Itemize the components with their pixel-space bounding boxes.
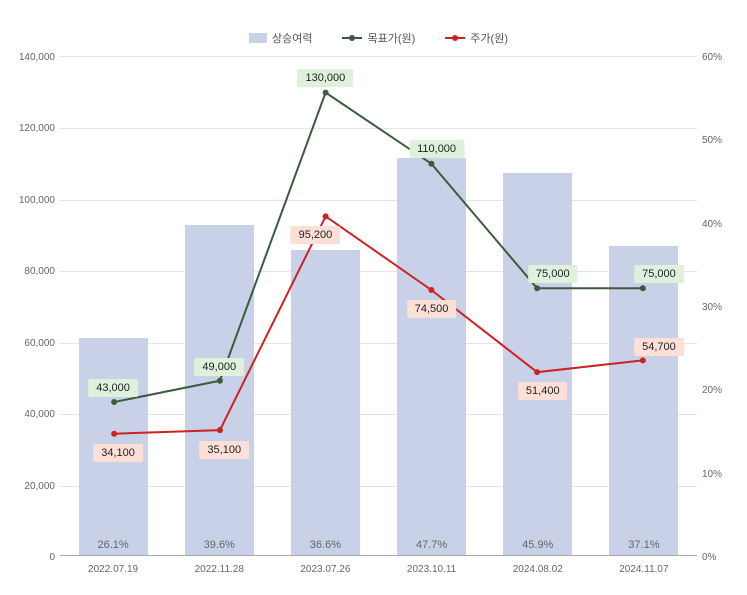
y-left-tick: 20,000 [10, 481, 55, 492]
legend-item-line2: 주가(원) [445, 30, 508, 46]
legend-line2-swatch [445, 37, 465, 39]
bar-pct-label: 45.9% [522, 539, 553, 551]
grid-line [60, 486, 697, 487]
y-left-tick: 0 [10, 552, 55, 563]
y-left-tick: 40,000 [10, 409, 55, 420]
bar [503, 173, 572, 556]
bar-pct-label: 39.6% [204, 539, 235, 551]
bar [291, 250, 360, 555]
y-right-tick: 60% [702, 52, 742, 63]
price-label: 35,100 [199, 441, 249, 459]
grid-line [60, 414, 697, 415]
x-tick-label: 2024.11.07 [619, 564, 668, 575]
target-label: 43,000 [88, 379, 138, 397]
price-label: 95,200 [291, 226, 341, 244]
target-label: 75,000 [528, 265, 578, 283]
y-left-tick: 80,000 [10, 266, 55, 277]
bar [397, 158, 466, 556]
y-left-tick: 120,000 [10, 123, 55, 134]
legend-line1-label: 목표가(원) [367, 30, 415, 46]
price-line-point [323, 213, 329, 219]
legend: 상승여력 목표가(원) 주가(원) [60, 30, 697, 46]
y-right-tick: 10% [702, 469, 742, 480]
y-left-tick: 60,000 [10, 338, 55, 349]
y-right-tick: 0% [702, 552, 742, 563]
target-label: 49,000 [194, 358, 244, 376]
y-right-tick: 30% [702, 302, 742, 313]
x-tick-label: 2022.11.28 [195, 564, 244, 575]
x-tick-label: 2023.07.26 [300, 564, 350, 575]
bar-pct-label: 26.1% [97, 539, 128, 551]
plot-area: 020,00040,00060,00080,000100,000120,0001… [60, 56, 697, 556]
grid-line [60, 343, 697, 344]
legend-item-line1: 목표가(원) [342, 30, 415, 46]
y-left-tick: 100,000 [10, 195, 55, 206]
y-right-tick: 20% [702, 385, 742, 396]
price-label: 34,100 [93, 444, 143, 462]
price-label: 54,700 [634, 338, 684, 356]
legend-bar-label: 상승여력 [272, 30, 312, 46]
bar-pct-label: 37.1% [628, 539, 659, 551]
legend-line2-label: 주가(원) [470, 30, 508, 46]
bar-pct-label: 47.7% [416, 539, 447, 551]
chart-container: 상승여력 목표가(원) 주가(원) 020,00040,00060,00080,… [0, 0, 747, 595]
grid-line [60, 128, 697, 129]
grid-line [60, 200, 697, 201]
bar [609, 246, 678, 555]
target-label: 130,000 [298, 69, 354, 87]
target-label: 110,000 [409, 140, 464, 158]
target-label: 75,000 [634, 265, 684, 283]
y-left-tick: 140,000 [10, 52, 55, 63]
y-right-tick: 50% [702, 135, 742, 146]
target-line-point [323, 90, 329, 96]
price-label: 51,400 [518, 382, 568, 400]
legend-line1-swatch [342, 37, 362, 39]
line-layer [60, 57, 697, 555]
grid-line [60, 271, 697, 272]
legend-bar-swatch [249, 33, 267, 43]
legend-item-bar: 상승여력 [249, 30, 312, 46]
bar [185, 225, 254, 555]
x-tick-label: 2023.10.11 [407, 564, 456, 575]
bar-pct-label: 36.6% [310, 539, 341, 551]
x-tick-label: 2024.08.02 [513, 564, 563, 575]
price-label: 74,500 [407, 300, 457, 318]
y-right-tick: 40% [702, 219, 742, 230]
x-tick-label: 2022.07.19 [88, 564, 138, 575]
